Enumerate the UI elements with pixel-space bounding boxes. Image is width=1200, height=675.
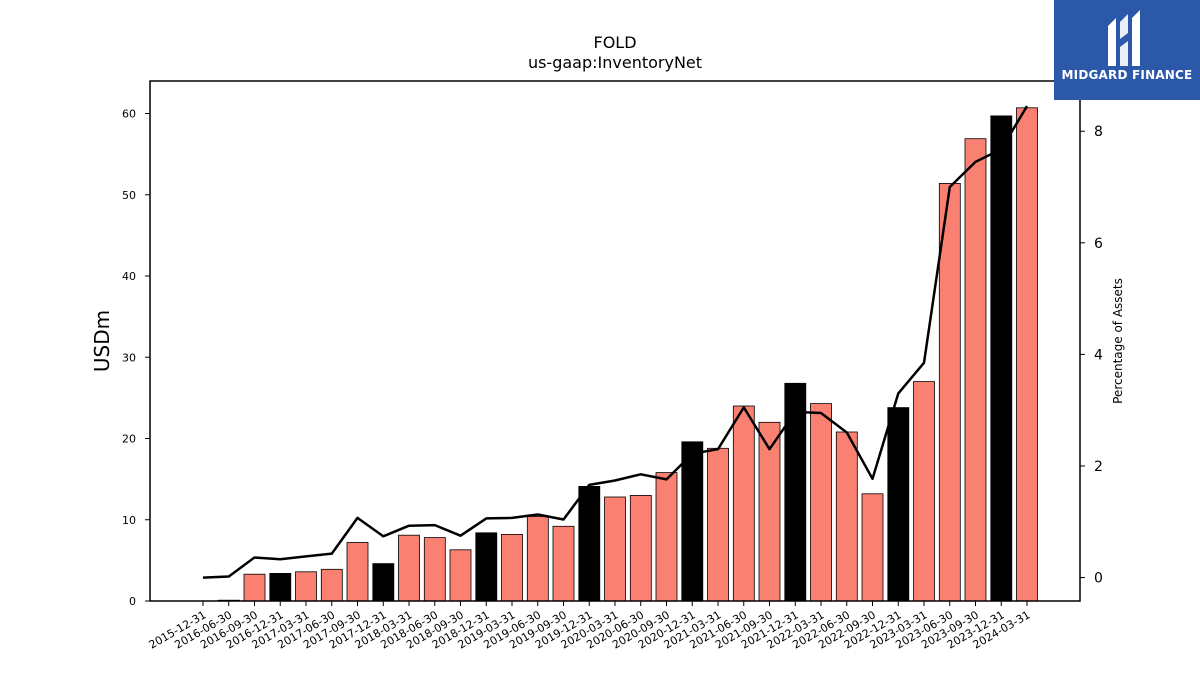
y-tick-label: 20 (122, 433, 136, 446)
bar-2016-12-31 (269, 573, 292, 602)
bar-2023-09-30 (964, 138, 987, 602)
bar-2018-03-31 (398, 534, 420, 602)
bar-2019-12-31 (578, 485, 601, 602)
bar-2021-06-30 (732, 405, 755, 602)
bar-2022-09-30 (861, 493, 884, 602)
bar-2020-06-30 (629, 494, 652, 602)
bar-2023-06-30 (938, 182, 961, 602)
bar-2023-12-31 (990, 115, 1013, 602)
bar-2017-06-30 (320, 568, 343, 602)
bar-2022-06-30 (835, 431, 858, 602)
y-right-tick-label: 0 (1094, 571, 1103, 587)
y-tick-label: 60 (122, 108, 136, 121)
bar-2018-09-30 (449, 549, 472, 602)
y-tick-label: 50 (122, 189, 136, 202)
logo-text: MIDGARD FINANCE (1061, 68, 1193, 82)
bar-2020-09-30 (655, 472, 678, 602)
y-axis-label: USDm (90, 310, 114, 372)
midgard-finance-logo: MIDGARD FINANCE (1054, 0, 1200, 100)
bar-2023-03-31 (913, 381, 935, 602)
plot-area (202, 105, 1038, 602)
bar-2019-09-30 (552, 525, 575, 602)
y-tick-label: 30 (122, 351, 136, 364)
y-right-tick-label: 6 (1094, 236, 1103, 252)
bar-2019-03-31 (501, 534, 523, 602)
bar-2017-09-30 (346, 542, 369, 602)
y-tick-label: 10 (122, 514, 136, 527)
bar-2018-12-31 (475, 532, 498, 602)
bar-2021-12-31 (784, 382, 807, 602)
bar-2020-03-31 (604, 496, 626, 602)
y-right-tick-label: 8 (1094, 124, 1103, 140)
bar-2020-12-31 (681, 441, 704, 602)
y-tick-label: 0 (129, 595, 136, 608)
y-tick-label: 40 (122, 270, 136, 283)
chart-subtitle: us-gaap:InventoryNet (528, 53, 702, 72)
y-right-tick-label: 4 (1094, 347, 1103, 363)
y-right-tick-label: 2 (1094, 459, 1103, 475)
bar-2022-03-31 (810, 403, 832, 602)
midgard-m-icon (1108, 10, 1140, 66)
y-axis-left: 0 10 20 30 40 50 60 (122, 108, 150, 608)
bar-2017-12-31 (372, 563, 395, 602)
bar-2024-03-31 (1016, 107, 1038, 602)
y-axis-right-label: Percentage of Assets (1111, 278, 1125, 404)
bar-2022-12-31 (887, 407, 910, 602)
bar-2017-03-31 (295, 571, 317, 602)
bar-2016-09-30 (243, 573, 266, 602)
y-axis-right: 0 2 4 6 8 (1080, 124, 1103, 587)
x-axis: 2015-12-312016-06-302016-09-302016-12-31… (147, 601, 1033, 652)
bar-2019-06-30 (526, 516, 549, 602)
bar-2018-06-30 (423, 537, 446, 602)
chart-title: FOLD (593, 33, 636, 52)
bar-2021-03-31 (707, 447, 729, 602)
